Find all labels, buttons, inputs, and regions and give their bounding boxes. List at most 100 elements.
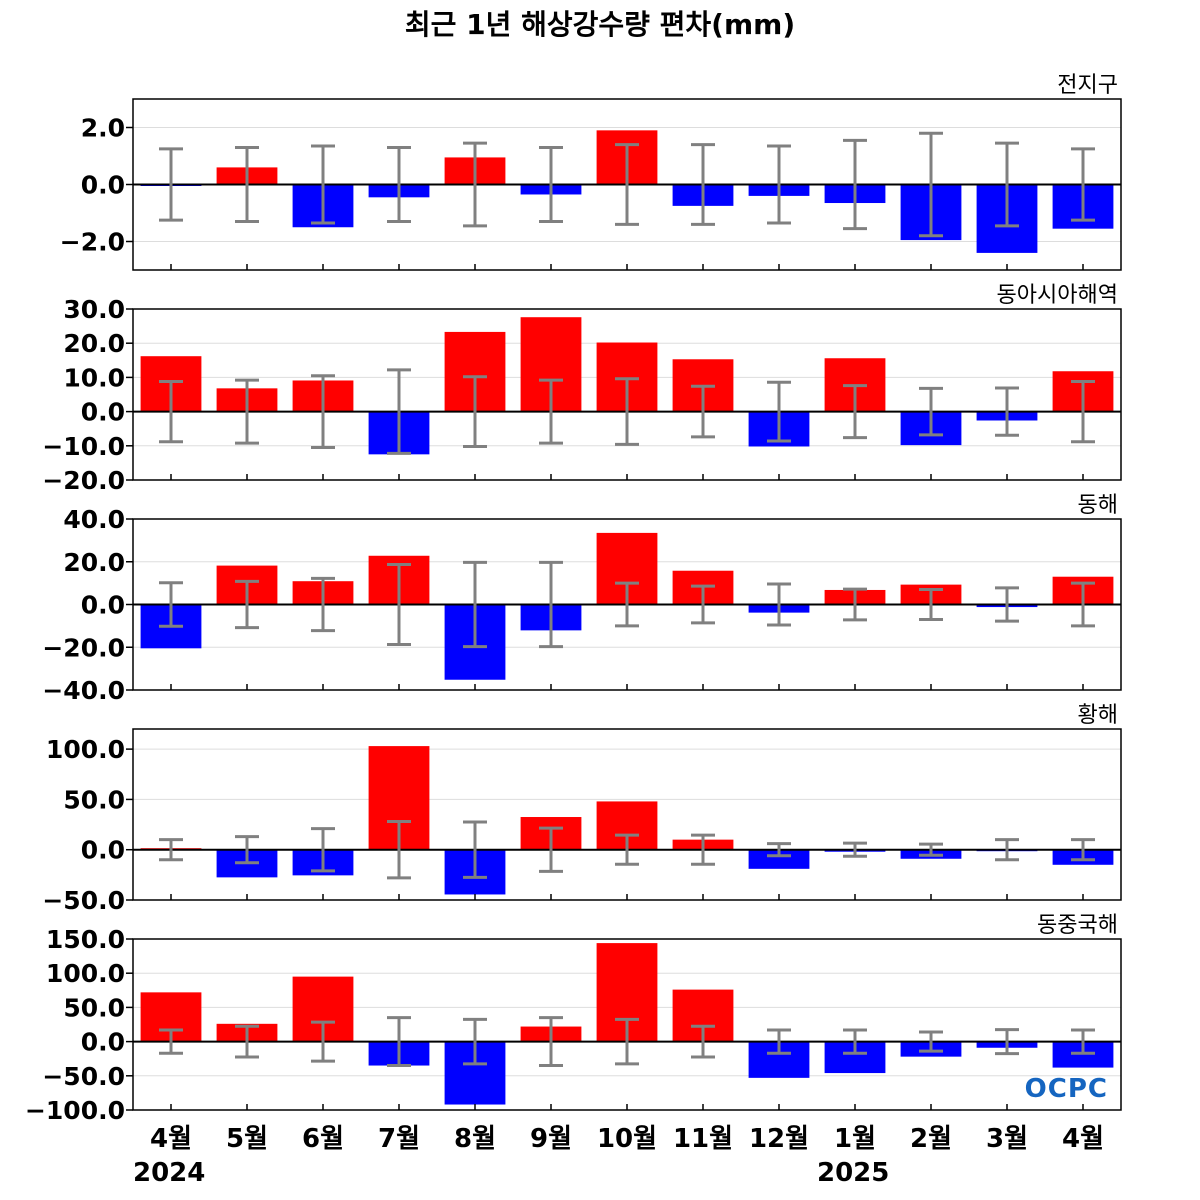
ocpc-logo: OCPC bbox=[1025, 1074, 1108, 1104]
x-tick-label: 5월 bbox=[226, 1124, 268, 1154]
error-bar bbox=[1071, 1028, 1095, 1055]
x-tick-label: 2월 bbox=[910, 1124, 952, 1154]
x-tick-label: 4월 bbox=[150, 1124, 192, 1154]
error-bar bbox=[995, 1028, 1019, 1056]
error-bar bbox=[767, 842, 791, 858]
error-bar bbox=[311, 144, 335, 225]
bar bbox=[748, 849, 810, 869]
error-bar bbox=[691, 384, 715, 439]
panel-title: 동해 bbox=[1078, 493, 1118, 518]
error-bar bbox=[387, 368, 411, 455]
error-bar bbox=[995, 141, 1019, 228]
panel-title: 동중국해 bbox=[1037, 913, 1118, 938]
error-bar bbox=[919, 1030, 943, 1053]
error-bar bbox=[843, 587, 867, 622]
y-tick-label: 50.0 bbox=[63, 993, 125, 1022]
x-tick-label: 6월 bbox=[302, 1124, 344, 1154]
y-tick-label: −20.0 bbox=[42, 466, 125, 495]
y-tick-label: −40.0 bbox=[42, 676, 125, 705]
panel-5: 동중국해 −100.0 −50.0 0.0 50.0 100.0 150.0 bbox=[25, 913, 1122, 1125]
error-bar bbox=[311, 827, 335, 873]
error-bar bbox=[1071, 380, 1095, 444]
chart-title: 최근 1년 해상강수량 편차(mm) bbox=[405, 8, 795, 41]
chart-panels: 전지구 −2.0 0.0 2.0 동아시아해역 −20.0 −10.0 0.0 10.0 20.0… bbox=[25, 73, 1122, 1125]
error-bar bbox=[691, 1024, 715, 1059]
y-tick-label: 0.0 bbox=[81, 836, 125, 865]
error-bar bbox=[463, 560, 487, 649]
error-bar bbox=[311, 1020, 335, 1063]
error-bar bbox=[463, 1017, 487, 1066]
x-tick-label: 10월 bbox=[597, 1124, 657, 1154]
y-tick-label: −50.0 bbox=[42, 886, 125, 915]
error-bar bbox=[843, 384, 867, 440]
y-tick-label: −100.0 bbox=[25, 1096, 125, 1125]
error-bar bbox=[235, 378, 259, 445]
error-bar bbox=[539, 560, 563, 649]
y-tick-label: −20.0 bbox=[42, 633, 125, 662]
error-bar bbox=[235, 835, 259, 865]
error-bar bbox=[995, 386, 1019, 437]
y-tick-label: 20.0 bbox=[63, 548, 125, 577]
error-bar bbox=[691, 584, 715, 625]
x-tick-label: 8월 bbox=[454, 1124, 496, 1154]
error-bar bbox=[159, 838, 183, 862]
panel-title: 동아시아해역 bbox=[997, 283, 1118, 308]
y-tick-label: 0.0 bbox=[81, 398, 125, 427]
y-tick-label: 50.0 bbox=[63, 785, 125, 814]
y-tick-label: 10.0 bbox=[63, 363, 125, 392]
error-bar bbox=[615, 143, 639, 226]
y-tick-label: 0.0 bbox=[81, 591, 125, 620]
panel-3: 동해 −40.0 −20.0 0.0 20.0 40.0 bbox=[42, 493, 1122, 705]
error-bar bbox=[235, 1024, 259, 1059]
error-bar bbox=[615, 833, 639, 866]
y-tick-label: 150.0 bbox=[46, 925, 125, 954]
error-bar bbox=[159, 380, 183, 444]
x-tick-label: 11월 bbox=[673, 1124, 733, 1154]
error-bar bbox=[995, 586, 1019, 623]
error-bar bbox=[159, 147, 183, 222]
y-tick-label: 0.0 bbox=[81, 171, 125, 200]
error-bar bbox=[539, 378, 563, 445]
y-tick-label: −10.0 bbox=[42, 432, 125, 461]
y-tick-label: 2.0 bbox=[81, 114, 125, 143]
error-bar bbox=[539, 145, 563, 224]
x-tick-label: 7월 bbox=[378, 1124, 420, 1154]
error-bar bbox=[387, 563, 411, 646]
x-tick-label: 1월 bbox=[834, 1124, 876, 1154]
error-bar bbox=[463, 375, 487, 448]
error-bar bbox=[843, 1028, 867, 1055]
y-tick-label: 100.0 bbox=[46, 735, 125, 764]
year-label: 2024 bbox=[133, 1158, 205, 1188]
error-bar bbox=[919, 842, 943, 857]
x-tick-label: 3월 bbox=[986, 1124, 1028, 1154]
year-label: 2025 bbox=[817, 1158, 889, 1188]
panel-4: 황해 −50.0 0.0 50.0 100.0 bbox=[42, 703, 1122, 915]
error-bar bbox=[387, 145, 411, 224]
y-tick-label: 40.0 bbox=[63, 505, 125, 534]
error-bar bbox=[919, 588, 943, 621]
error-bar bbox=[1071, 581, 1095, 628]
error-bar bbox=[767, 1028, 791, 1055]
error-bar bbox=[615, 377, 639, 446]
error-bar bbox=[843, 138, 867, 231]
error-bar bbox=[463, 141, 487, 228]
error-bar bbox=[159, 1028, 183, 1055]
error-bar bbox=[1071, 838, 1095, 862]
error-bar bbox=[615, 1017, 639, 1066]
panel-2: 동아시아해역 −20.0 −10.0 0.0 10.0 20.0 30.0 bbox=[42, 283, 1122, 495]
error-bar bbox=[159, 581, 183, 628]
y-tick-label: 30.0 bbox=[63, 295, 125, 324]
error-bar bbox=[311, 576, 335, 633]
x-tick-label: 9월 bbox=[530, 1124, 572, 1154]
error-bar bbox=[767, 582, 791, 627]
panel-frame bbox=[132, 98, 1122, 271]
error-bar bbox=[235, 579, 259, 630]
panel-frame bbox=[132, 938, 1122, 1111]
error-bar bbox=[387, 820, 411, 880]
error-bar bbox=[387, 1016, 411, 1068]
y-tick-label: 0.0 bbox=[81, 1028, 125, 1057]
panel-title: 황해 bbox=[1078, 703, 1118, 728]
error-bar bbox=[539, 826, 563, 873]
error-bar bbox=[919, 386, 943, 437]
